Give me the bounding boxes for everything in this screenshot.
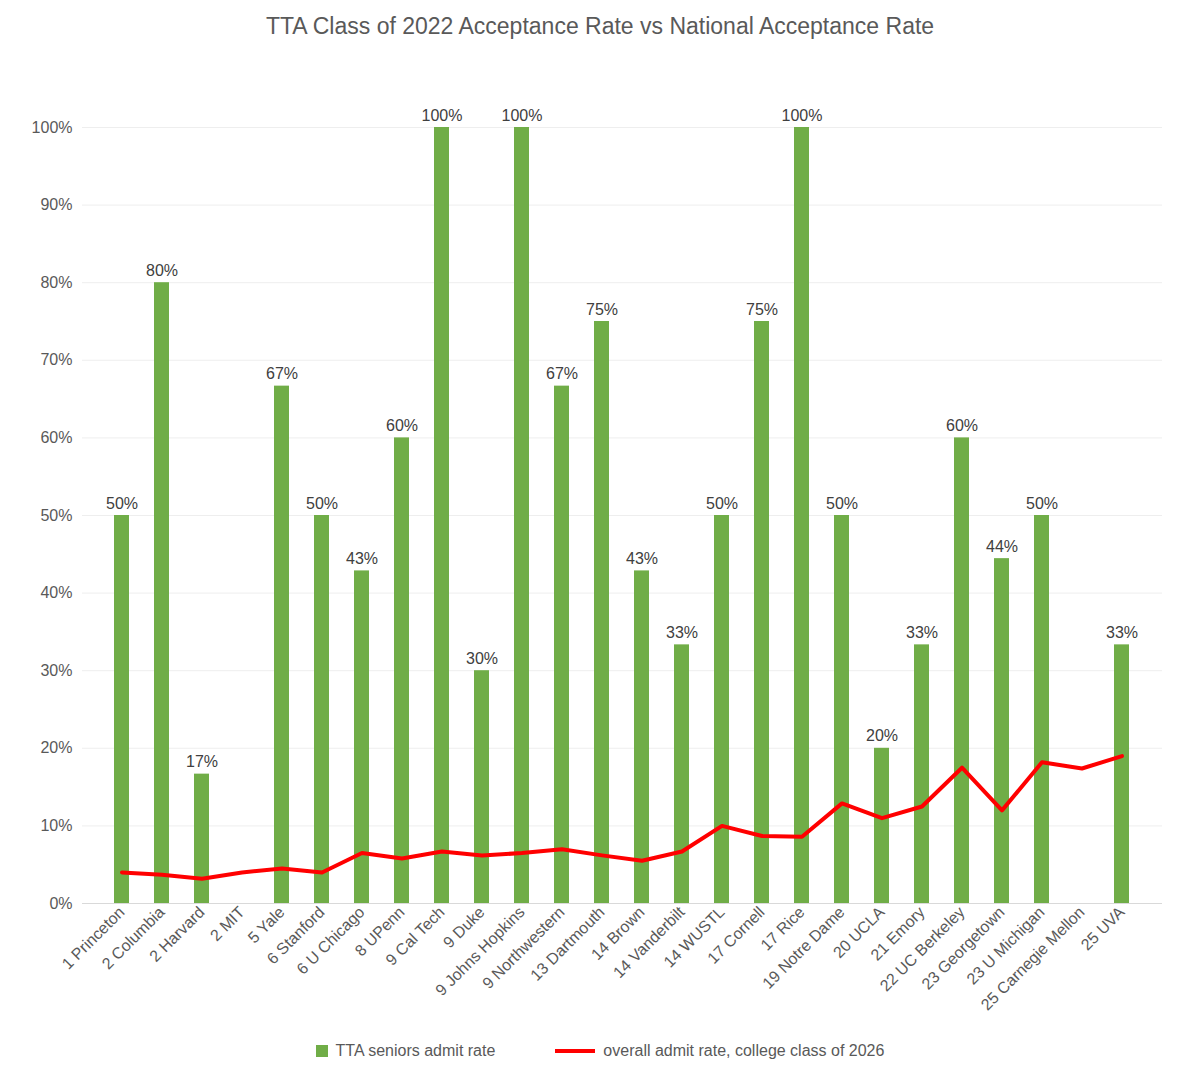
svg-text:17%: 17% [186, 753, 218, 770]
svg-text:100%: 100% [502, 107, 543, 124]
svg-text:50%: 50% [1026, 495, 1058, 512]
svg-text:67%: 67% [546, 365, 578, 382]
svg-text:14 Brown: 14 Brown [587, 903, 648, 963]
svg-text:5 Yale: 5 Yale [244, 903, 288, 947]
svg-text:50%: 50% [40, 507, 72, 524]
svg-text:21 Emory: 21 Emory [867, 903, 928, 964]
svg-text:75%: 75% [746, 301, 778, 318]
svg-text:9 Cal Tech: 9 Cal Tech [382, 903, 447, 968]
svg-text:30%: 30% [466, 650, 498, 667]
svg-text:80%: 80% [146, 262, 178, 279]
svg-text:20%: 20% [866, 727, 898, 744]
svg-text:33%: 33% [906, 624, 938, 641]
svg-text:43%: 43% [626, 550, 658, 567]
svg-text:22 UC Berkeley: 22 UC Berkeley [876, 903, 968, 995]
svg-text:9 Northwestern: 9 Northwestern [479, 903, 568, 992]
svg-text:67%: 67% [266, 365, 298, 382]
svg-text:1 Princeton: 1 Princeton [58, 903, 128, 973]
svg-text:14 WUSTL: 14 WUSTL [660, 903, 728, 971]
svg-text:44%: 44% [986, 538, 1018, 555]
svg-text:30%: 30% [40, 662, 72, 679]
svg-text:100%: 100% [32, 119, 73, 136]
svg-text:2 Harvard: 2 Harvard [146, 903, 208, 965]
svg-text:80%: 80% [40, 274, 72, 291]
svg-text:90%: 90% [40, 196, 72, 213]
svg-text:33%: 33% [1106, 624, 1138, 641]
html-text:overall admit rate, college cl: overall admit rate, college class of 202… [603, 1042, 885, 1059]
svg-text:2 Columbia: 2 Columbia [98, 903, 168, 973]
svg-text:6 Stanford: 6 Stanford [263, 903, 328, 968]
svg-text:17 Rice: 17 Rice [757, 903, 808, 954]
svg-text:2 MIT: 2 MIT [207, 903, 248, 944]
html-text:TTA seniors admit rate: TTA seniors admit rate [335, 1042, 496, 1059]
svg-text:14 Vanderbilt: 14 Vanderbilt [609, 903, 688, 982]
svg-text:50%: 50% [826, 495, 858, 512]
svg-text:25 Carnegie Mellon: 25 Carnegie Mellon [978, 903, 1088, 1013]
svg-text:17 Cornell: 17 Cornell [704, 903, 768, 967]
svg-text:19 Notre Dame: 19 Notre Dame [759, 903, 848, 992]
svg-text:60%: 60% [40, 429, 72, 446]
svg-text:25 UVA: 25 UVA [1078, 903, 1128, 953]
svg-text:70%: 70% [40, 351, 72, 368]
svg-text:20%: 20% [40, 739, 72, 756]
svg-text:13 Dartmouth: 13 Dartmouth [527, 903, 608, 984]
svg-text:75%: 75% [586, 301, 618, 318]
svg-text:33%: 33% [666, 624, 698, 641]
svg-text:60%: 60% [946, 417, 978, 434]
svg-text:100%: 100% [422, 107, 463, 124]
svg-text:43%: 43% [346, 550, 378, 567]
svg-text:23 U Michigan: 23 U Michigan [963, 903, 1048, 988]
svg-text:40%: 40% [40, 584, 72, 601]
svg-text:50%: 50% [706, 495, 738, 512]
svg-text:0%: 0% [49, 895, 72, 912]
svg-text:23 Georgetown: 23 Georgetown [918, 903, 1008, 993]
svg-text:8 UPenn: 8 UPenn [351, 903, 408, 960]
svg-text:6 U Chicago: 6 U Chicago [293, 903, 367, 977]
svg-text:100%: 100% [782, 107, 823, 124]
html-text:TTA Class of 2022 Acceptance R: TTA Class of 2022 Acceptance Rate vs Nat… [265, 13, 935, 39]
svg-text:50%: 50% [106, 495, 138, 512]
svg-text:10%: 10% [40, 817, 72, 834]
svg-text:60%: 60% [386, 417, 418, 434]
svg-text:9 Duke: 9 Duke [439, 903, 488, 952]
svg-text:50%: 50% [306, 495, 338, 512]
svg-text:20 UCLA: 20 UCLA [829, 903, 888, 962]
svg-text:9 Johns Hopkins: 9 Johns Hopkins [432, 903, 528, 999]
